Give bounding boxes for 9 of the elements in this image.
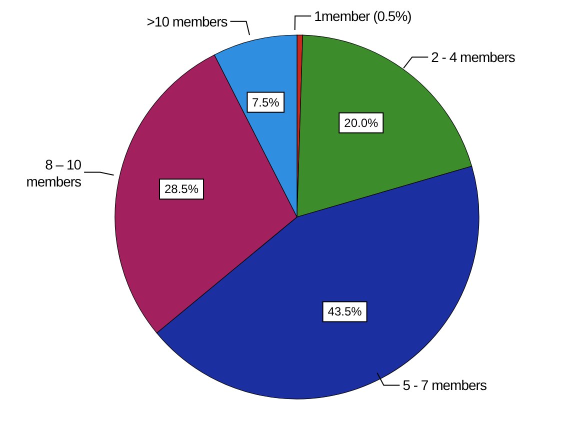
slice-label: 8 – 10 members <box>26 156 82 190</box>
slice-label: 5 - 7 members <box>402 377 487 394</box>
data-label: 28.5% <box>164 182 199 196</box>
slice-label: 1member (0.5%) <box>314 8 412 24</box>
data-label: 20.0% <box>344 116 378 130</box>
slice-label: 2 - 4 members <box>431 49 516 66</box>
data-label: 43.5% <box>328 304 362 319</box>
slice-label: >10 members <box>146 13 228 30</box>
data-label: 7.5% <box>252 95 280 110</box>
